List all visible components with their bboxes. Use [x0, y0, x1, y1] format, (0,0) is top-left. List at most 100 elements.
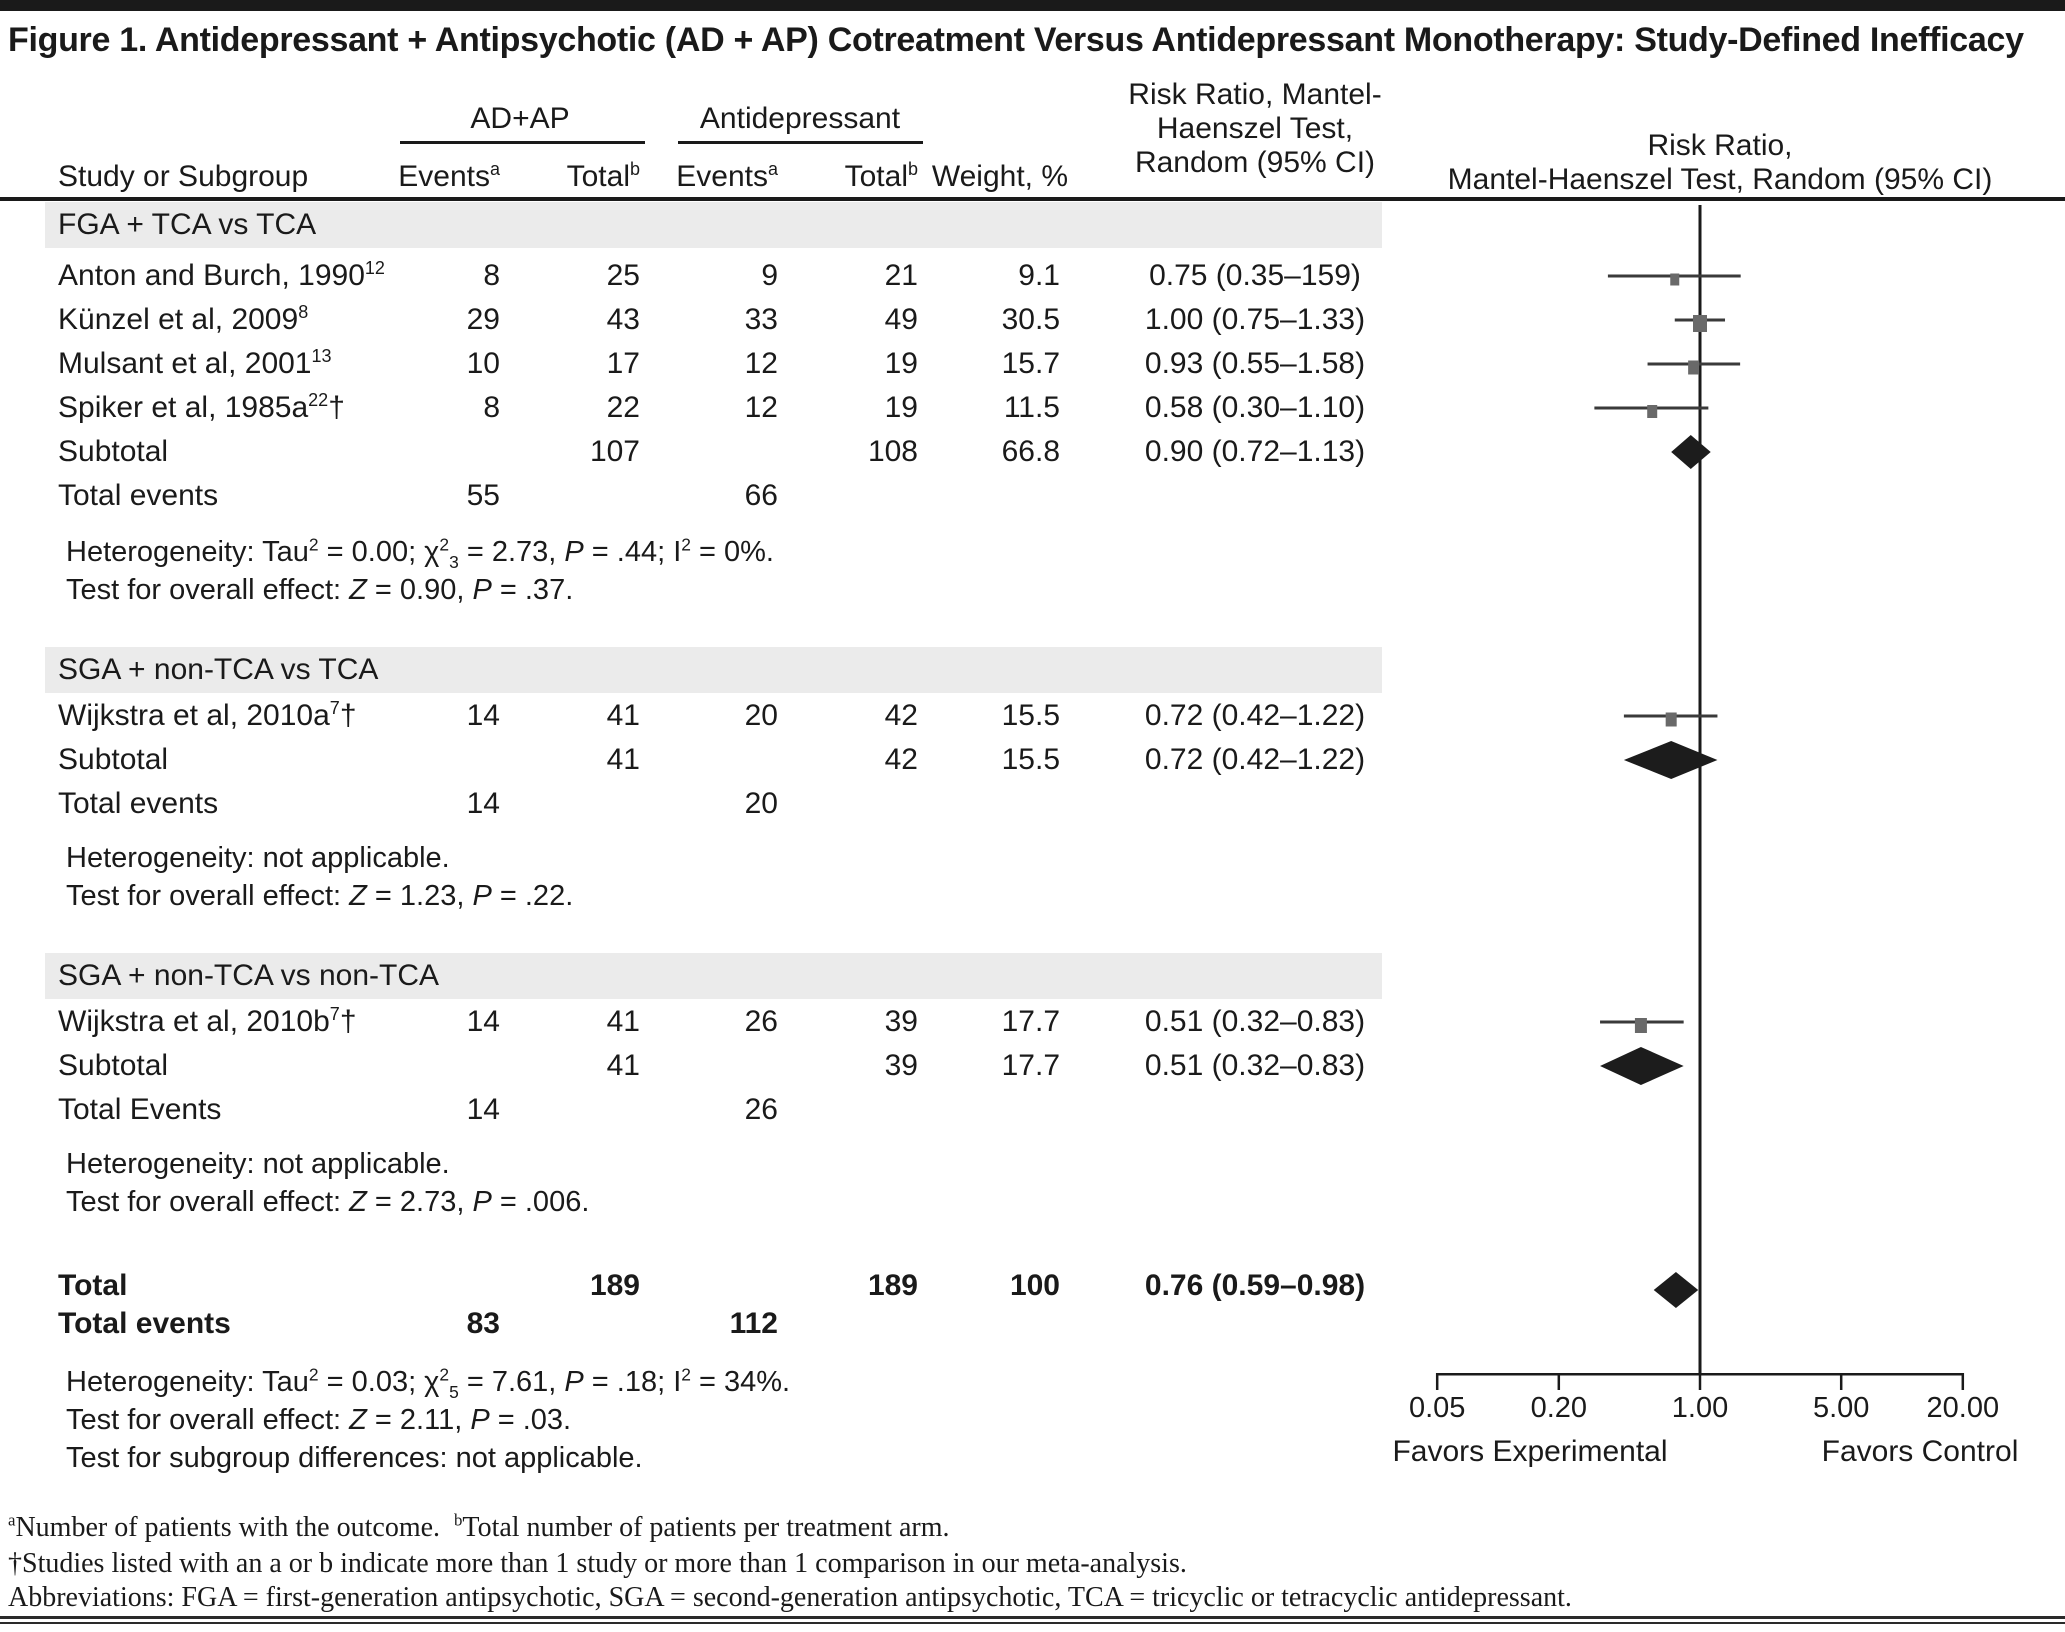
- subtotal-total-adap: 107: [589, 435, 640, 468]
- events-ad-value: 9: [761, 259, 778, 292]
- risk-ratio-value: 0.72 (0.42–1.22): [1144, 699, 1366, 732]
- grand-total-weight: 100: [1009, 1269, 1060, 1302]
- total-adap-value: 22: [606, 391, 640, 424]
- risk-ratio-value: 0.51 (0.32–0.83): [1144, 1005, 1366, 1038]
- header-separator-rule: [0, 197, 2065, 201]
- weight-square: [1665, 712, 1677, 727]
- grand-total-ad: 189: [867, 1269, 918, 1302]
- weight-square: [1647, 405, 1658, 418]
- subtotal-risk-ratio: 0.51 (0.32–0.83): [1144, 1049, 1366, 1082]
- weight-square: [1688, 360, 1700, 375]
- favors-control-label: Favors Control: [1821, 1435, 2019, 1468]
- subtotal-risk-ratio: 0.72 (0.42–1.22): [1144, 743, 1366, 776]
- group-band: SGA + non-TCA vs non-TCA: [45, 953, 1382, 999]
- grand-total-risk-ratio: 0.76 (0.59–0.98): [1144, 1269, 1366, 1302]
- col-header-risk-ratio: Risk Ratio, Mantel- Haenszel Test, Random …: [1128, 78, 1382, 179]
- axis-tick-label: 0.05: [1408, 1392, 1466, 1424]
- ci-line: [1623, 714, 1718, 718]
- events-adap-value: 8: [483, 391, 500, 424]
- study-label: Spiker et al, 1985a22†: [58, 390, 345, 424]
- footnote-abbreviations: Abbreviations: FGA = first-generation an…: [8, 1582, 1572, 1613]
- overall-diamond: [1653, 1272, 1699, 1308]
- subtotal-total-ad: 39: [884, 1049, 918, 1082]
- total-events-adap: 14: [466, 1093, 500, 1126]
- heterogeneity-note: Heterogeneity: Tau2 = 0.00; χ23 = 2.73, …: [66, 534, 774, 572]
- overall-effect-note: Test for overall effect: Z = 2.73, P = .…: [66, 1186, 590, 1218]
- subtotal-risk-ratio: 0.90 (0.72–1.13): [1144, 435, 1366, 468]
- total-ad-value: 19: [884, 347, 918, 380]
- events-ad-value: 33: [744, 303, 778, 336]
- subtotal-diamond: [1600, 1047, 1684, 1085]
- overall-effect-note: Test for overall effect: Z = 2.11, P = .…: [66, 1404, 572, 1436]
- grand-total-label: Total: [58, 1269, 128, 1302]
- plot-header-risk-ratio: Risk Ratio, Mantel-Haenszel Test, Random …: [1447, 129, 1993, 196]
- total-events-label: Total events: [58, 479, 219, 512]
- total-adap-value: 41: [606, 699, 640, 732]
- total-ad-value: 19: [884, 391, 918, 424]
- study-label: Künzel et al, 20098: [58, 302, 309, 336]
- figure-title: Figure 1. Antidepressant + Antipsychotic…: [8, 21, 2024, 59]
- total-events-adap: 14: [466, 787, 500, 820]
- axis-tick-label: 5.00: [1812, 1392, 1870, 1424]
- subtotal-weight: 66.8: [1001, 435, 1060, 468]
- overall-effect-note: Test for overall effect: Z = 1.23, P = .…: [66, 880, 574, 912]
- events-ad-value: 12: [744, 347, 778, 380]
- grand-total-adap: 189: [589, 1269, 640, 1302]
- total-ad-value: 49: [884, 303, 918, 336]
- heterogeneity-note: Heterogeneity: not applicable.: [66, 842, 450, 874]
- axis-tick-label: 20.00: [1926, 1392, 2000, 1424]
- axis-tick: [1698, 1373, 1702, 1390]
- events-adap-value: 14: [466, 1005, 500, 1038]
- adap-underline: [400, 141, 645, 144]
- study-label: Wijkstra et al, 2010b7†: [58, 1004, 357, 1038]
- subgroup-differences-note: Test for subgroup differences: not appli…: [66, 1442, 643, 1474]
- axis-tick: [1435, 1373, 1439, 1390]
- group-header-adap: AD+AP: [470, 102, 570, 135]
- axis-tick-label: 0.20: [1530, 1392, 1588, 1424]
- events-adap-value: 29: [466, 303, 500, 336]
- col-header-study: Study or Subgroup: [58, 160, 309, 193]
- events-ad-value: 12: [744, 391, 778, 424]
- bottom-rule-upper: [0, 1616, 2065, 1619]
- col-header-total-adap: Totalb: [566, 159, 640, 193]
- total-adap-value: 17: [606, 347, 640, 380]
- ci-line: [1647, 362, 1741, 366]
- total-events-adap: 55: [466, 479, 500, 512]
- events-adap-value: 10: [466, 347, 500, 380]
- risk-ratio-value: 0.93 (0.55–1.58): [1144, 347, 1366, 380]
- grand-total-events-label: Total events: [58, 1307, 231, 1340]
- weight-value: 9.1: [1018, 259, 1060, 292]
- antidepressant-underline: [678, 141, 923, 144]
- study-label: Wijkstra et al, 2010a7†: [58, 698, 357, 732]
- weight-value: 15.5: [1001, 699, 1060, 732]
- x-axis-line: [1436, 1373, 1964, 1376]
- ci-line: [1600, 1020, 1684, 1024]
- axis-tick: [1961, 1373, 1965, 1390]
- subtotal-weight: 17.7: [1001, 1049, 1060, 1082]
- grand-total-events-ad: 112: [729, 1307, 778, 1340]
- risk-ratio-value: 0.58 (0.30–1.10): [1144, 391, 1366, 424]
- ci-line: [1594, 406, 1709, 410]
- weight-value: 30.5: [1001, 303, 1060, 336]
- total-adap-value: 43: [606, 303, 640, 336]
- total-ad-value: 39: [884, 1005, 918, 1038]
- axis-tick: [1557, 1373, 1561, 1390]
- subtotal-label: Subtotal: [58, 1049, 169, 1082]
- risk-ratio-value: 1.00 (0.75–1.33): [1144, 303, 1366, 336]
- risk-ratio-value: 0.75 (0.35–159): [1149, 259, 1361, 292]
- subtotal-total-ad: 42: [884, 743, 918, 776]
- weight-square: [1670, 273, 1680, 286]
- subtotal-total-adap: 41: [606, 1049, 640, 1082]
- weight-square: [1634, 1018, 1647, 1033]
- subtotal-diamond: [1671, 435, 1711, 469]
- weight-value: 17.7: [1001, 1005, 1060, 1038]
- favors-experimental-label: Favors Experimental: [1392, 1435, 1668, 1468]
- events-ad-value: 26: [744, 1005, 778, 1038]
- axis-tick: [1839, 1373, 1843, 1390]
- weight-value: 11.5: [1003, 391, 1060, 424]
- total-ad-value: 42: [884, 699, 918, 732]
- col-header-weight: Weight, %: [931, 160, 1068, 193]
- subtotal-label: Subtotal: [58, 435, 169, 468]
- total-events-ad: 26: [744, 1093, 778, 1126]
